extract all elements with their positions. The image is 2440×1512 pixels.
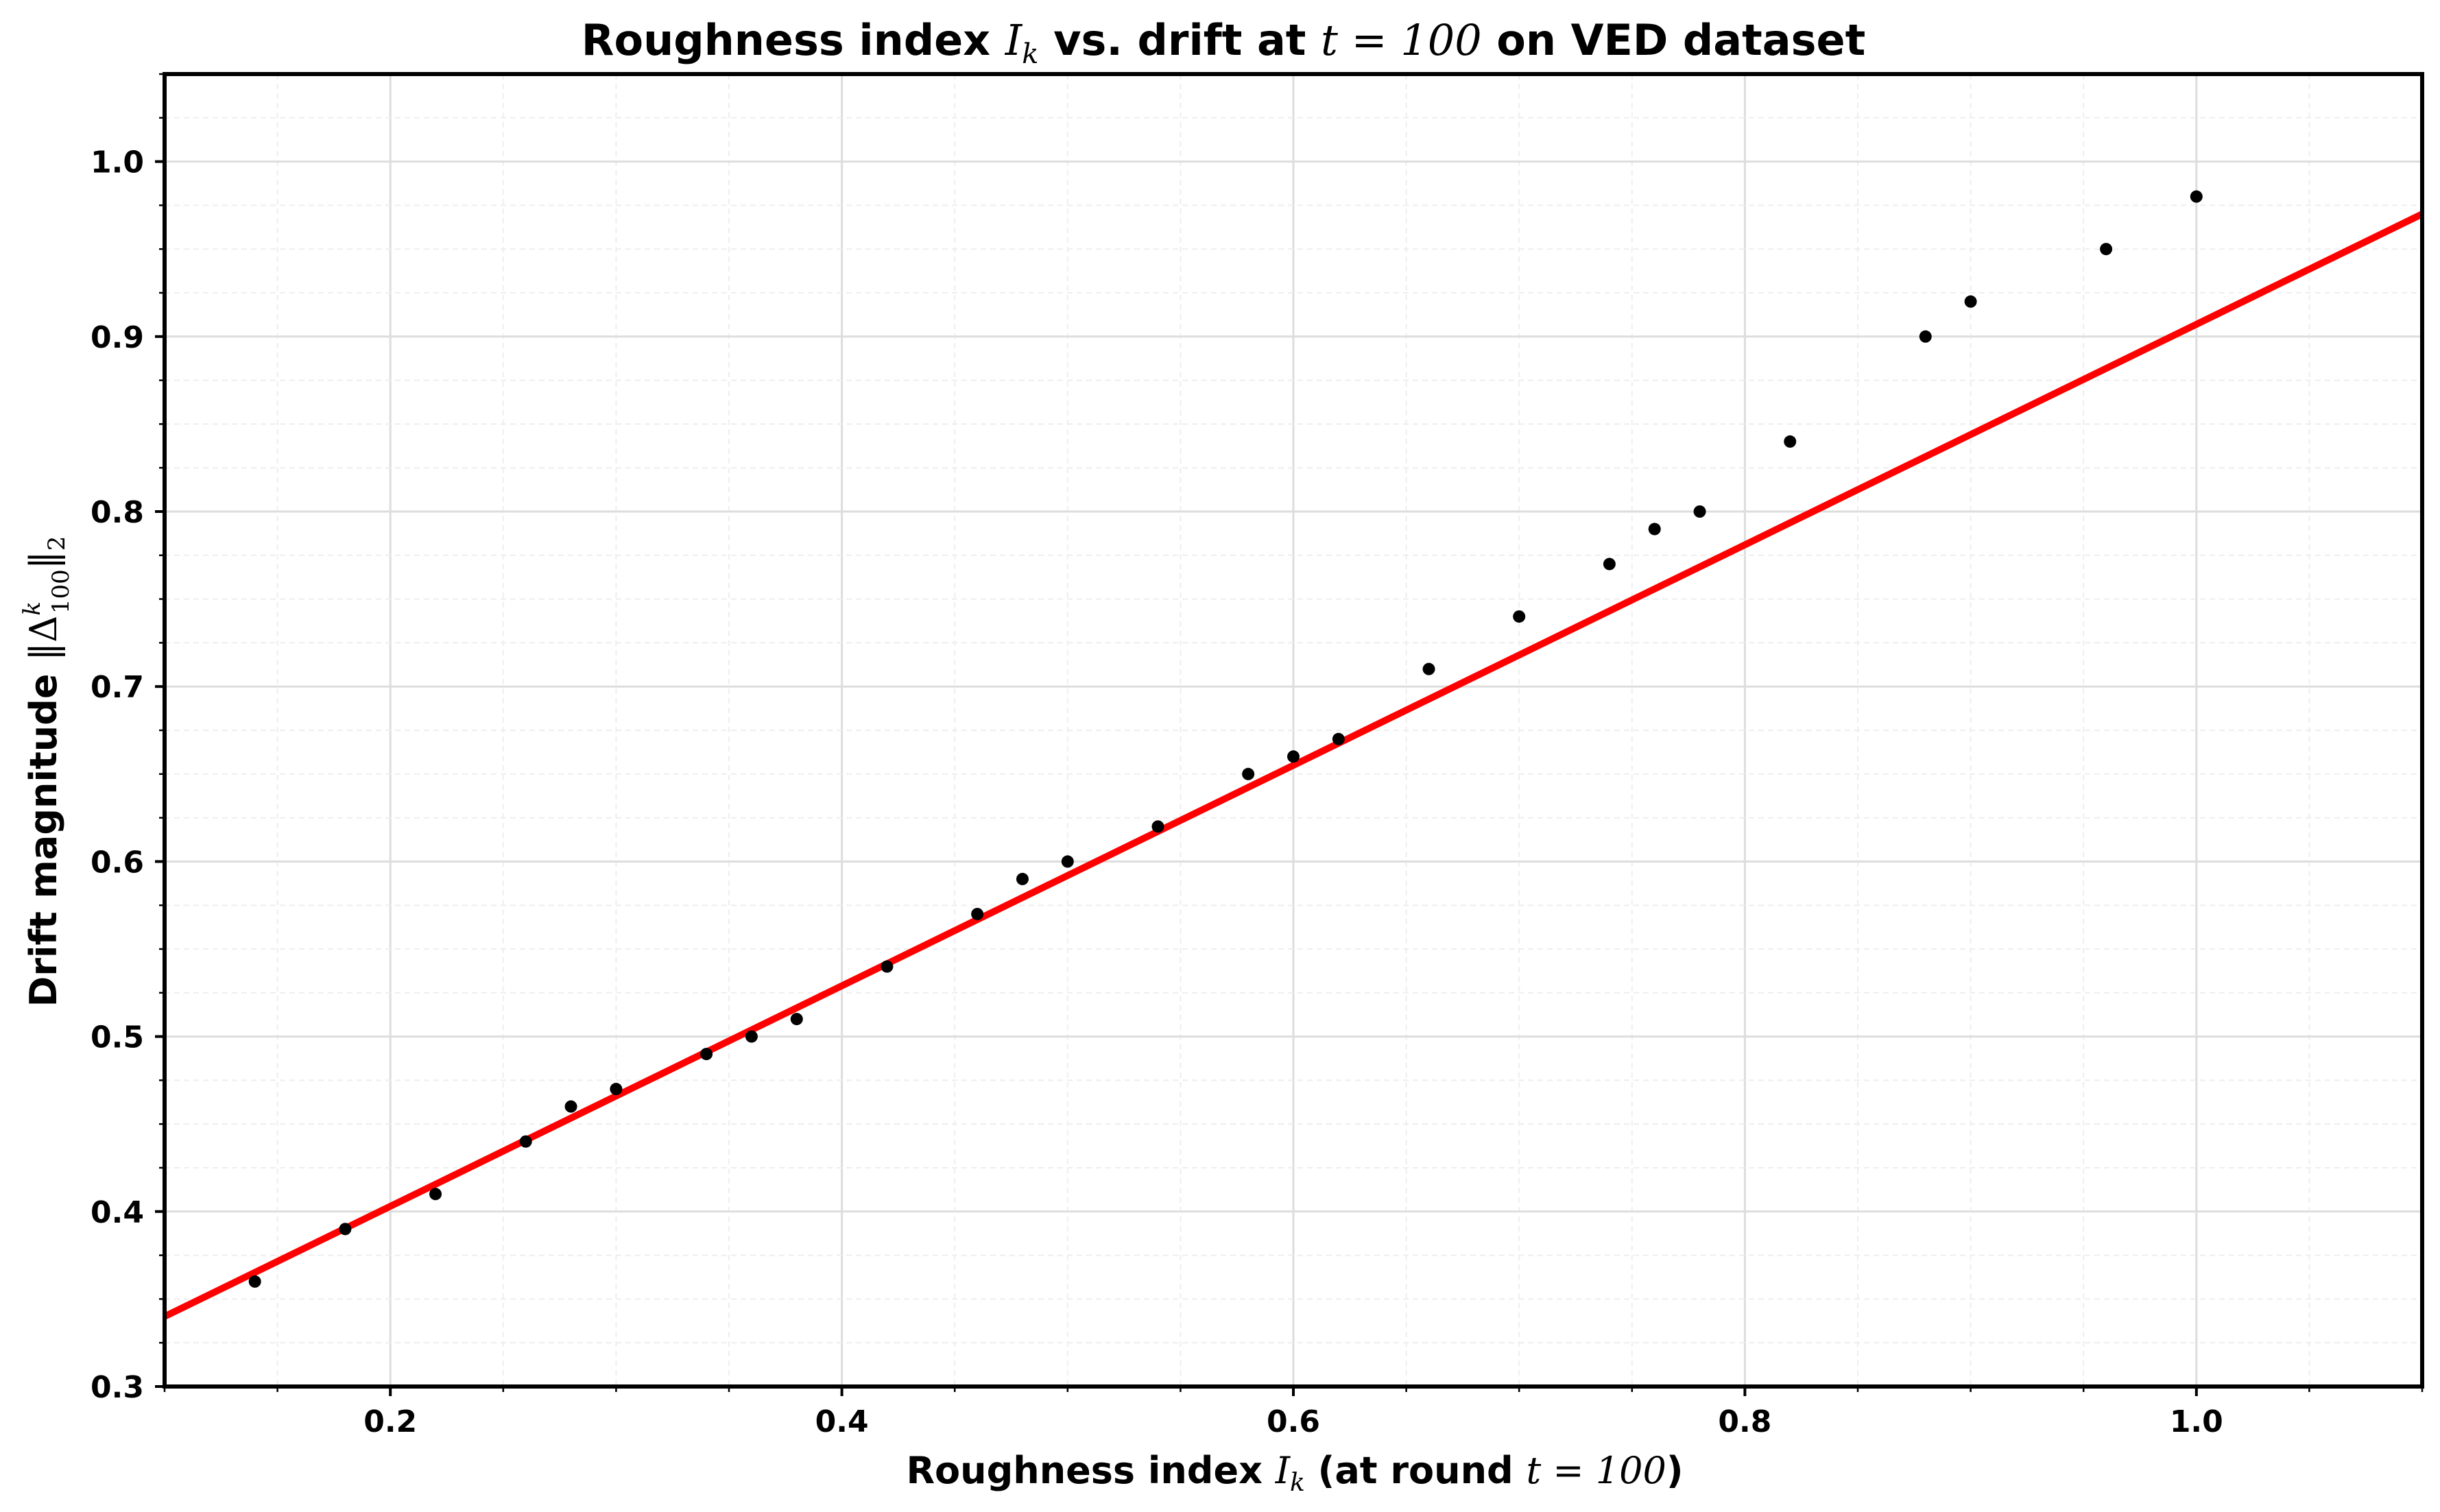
chart-title: Roughness index Ik vs. drift at t = 100 …	[582, 15, 1865, 70]
y-axis-label: Drift magnitude ‖Δk100‖2	[19, 536, 75, 1007]
y-tick-label: 0.8	[91, 495, 144, 530]
scatter-points	[248, 190, 2203, 1288]
data-point	[2100, 243, 2113, 256]
data-point	[1693, 505, 1706, 518]
data-point	[1422, 662, 1435, 675]
data-point	[339, 1223, 352, 1236]
y-tick-label: 0.6	[91, 845, 144, 880]
linear-fit-line	[163, 211, 2424, 1320]
data-point	[429, 1188, 442, 1201]
data-point	[564, 1100, 577, 1113]
data-point	[971, 907, 984, 920]
data-point	[790, 1013, 803, 1026]
x-tick-label: 1.0	[2170, 1404, 2223, 1439]
data-point	[745, 1030, 758, 1043]
data-point	[1603, 557, 1616, 571]
data-point	[248, 1275, 261, 1288]
data-point	[1151, 820, 1164, 833]
data-point	[1061, 855, 1074, 868]
x-tick-label: 0.2	[363, 1404, 417, 1439]
data-point	[519, 1135, 532, 1148]
data-point	[1964, 295, 1977, 308]
x-tick-label: 0.6	[1267, 1404, 1320, 1439]
y-tick-label: 0.5	[91, 1020, 144, 1055]
grid	[164, 73, 2423, 1388]
data-point	[1648, 523, 1661, 536]
axis-ticks: 0.2 0.4 0.6 0.8 1.0 0.3 0.4 0.5 0.6 0.7 0.8 0.9 1.0	[91, 73, 2424, 1439]
data-point	[700, 1048, 713, 1061]
y-tick-label: 0.7	[91, 670, 144, 705]
x-tick-label: 0.8	[1718, 1404, 1771, 1439]
y-tick-label: 1.0	[91, 145, 144, 180]
data-point	[1784, 435, 1797, 448]
data-point	[1287, 750, 1300, 763]
data-point	[1242, 767, 1255, 780]
data-point	[881, 960, 894, 973]
data-point	[610, 1083, 623, 1096]
data-point	[2190, 190, 2203, 203]
plot-frame	[163, 72, 2424, 1389]
data-point	[1919, 330, 1932, 343]
data-point	[1016, 872, 1029, 885]
y-tick-label: 0.4	[91, 1195, 144, 1230]
y-tick-label: 0.9	[91, 320, 144, 355]
data-point	[1513, 610, 1526, 623]
fit-line-layer	[163, 211, 2424, 1320]
data-point	[1332, 732, 1345, 745]
y-tick-label: 0.3	[91, 1370, 144, 1405]
x-axis-label: Roughness index Ik (at round t = 100)	[906, 1449, 1683, 1497]
x-tick-label: 0.4	[815, 1404, 869, 1439]
